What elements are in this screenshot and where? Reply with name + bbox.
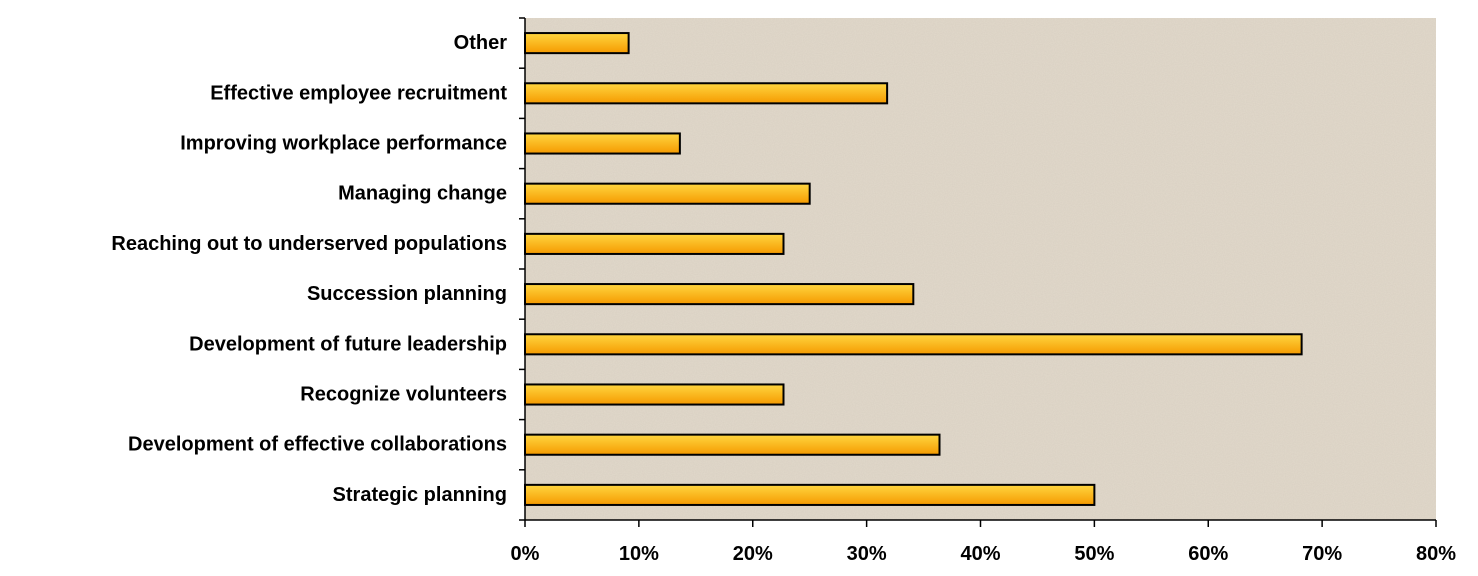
bar-3 [524, 182, 811, 205]
category-label: Development of effective collaborations [128, 434, 507, 456]
bar-2 [524, 132, 681, 155]
category-label: Development of future leadership [189, 333, 507, 355]
x-tick-label: 0% [511, 543, 540, 565]
x-tick-label: 70% [1302, 543, 1342, 565]
x-tick-label: 60% [1188, 543, 1228, 565]
axes-layer [519, 17, 1437, 527]
x-tick-label: 80% [1416, 543, 1456, 565]
category-label: Recognize volunteers [300, 384, 507, 406]
x-tick-label: 10% [619, 543, 659, 565]
bar-4 [524, 232, 785, 255]
bar-7 [524, 383, 785, 406]
category-label: Strategic planning [333, 484, 507, 506]
bar-8 [524, 433, 941, 456]
x-tick-label: 50% [1074, 543, 1114, 565]
bar-9 [524, 483, 1096, 506]
labels-layer: Other Effective employee recruitment Impro… [111, 32, 1456, 565]
category-label: Effective employee recruitment [210, 82, 507, 104]
bar-5 [524, 283, 915, 306]
bar-6 [524, 333, 1303, 356]
bar-0 [524, 32, 630, 55]
bar-1 [524, 82, 889, 105]
category-label: Reaching out to underserved populations [111, 233, 507, 255]
category-label: Managing change [338, 183, 507, 205]
x-tick-label: 30% [847, 543, 887, 565]
x-tick-label: 40% [960, 543, 1000, 565]
category-label: Other [454, 32, 508, 54]
x-tick-label: 20% [733, 543, 773, 565]
category-label: Improving workplace performance [180, 133, 507, 155]
category-label: Succession planning [307, 283, 507, 305]
